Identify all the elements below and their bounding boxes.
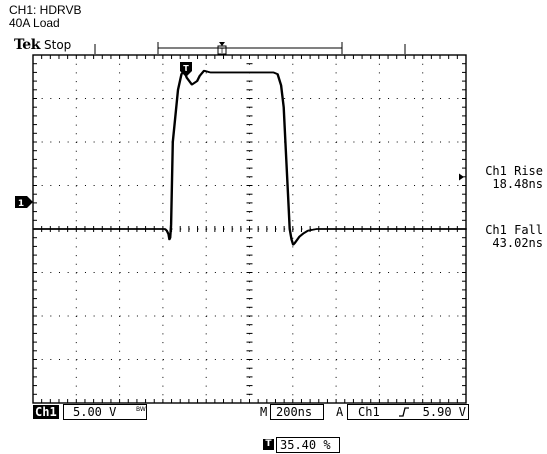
trigger-position-icon: T <box>263 439 274 450</box>
ch1-trace-line <box>33 69 466 246</box>
channel-badge: Ch1 <box>33 405 59 419</box>
acquisition-status: Stop <box>44 38 72 52</box>
measurement-rise-value: 18.48ns <box>492 177 543 191</box>
svg-text:T: T <box>219 47 225 55</box>
ch1-ground-marker-icon: 1 <box>15 196 33 209</box>
trigger-level: 5.90 V <box>422 405 466 419</box>
tek-logo: Tek <box>14 37 40 53</box>
ch1-trace-line <box>33 69 467 246</box>
load-caption: 40A Load <box>9 16 60 30</box>
rising-edge-icon <box>399 407 409 417</box>
measurement-rise: Ch1 Rise 18.48ns <box>485 165 543 191</box>
timebase-prefix: M <box>260 405 268 419</box>
trigger-source: Ch1 <box>358 405 380 419</box>
measurement-rise-label: Ch1 Rise <box>485 164 543 178</box>
record-view-bar: T <box>94 42 406 55</box>
trigger-box: Ch1 5.90 V <box>347 404 469 420</box>
record-trigger-marker-icon <box>219 42 225 46</box>
ch1-trace <box>33 69 467 246</box>
svg-text:1: 1 <box>18 199 24 209</box>
timebase-box: 200ns <box>270 404 324 420</box>
trigger-position-value: 35.40 % <box>280 438 331 452</box>
trigger-level-arrow-icon <box>459 173 464 181</box>
volts-per-div-box: 5.00 V BW <box>63 404 147 420</box>
measurement-fall-label: Ch1 Fall <box>485 223 543 237</box>
trigger-prefix: A <box>336 405 344 419</box>
trigger-position-box: 35.40 % <box>276 437 340 453</box>
bandwidth-limit-icon: BW <box>136 406 146 413</box>
time-per-div: 200ns <box>276 405 313 419</box>
svg-text:T: T <box>183 64 189 73</box>
volts-per-div: 5.00 V <box>73 405 117 419</box>
measurement-fall-value: 43.02ns <box>492 236 543 250</box>
channel-caption: CH1: HDRVB <box>9 3 82 17</box>
measurement-fall: Ch1 Fall 43.02ns <box>485 224 543 250</box>
